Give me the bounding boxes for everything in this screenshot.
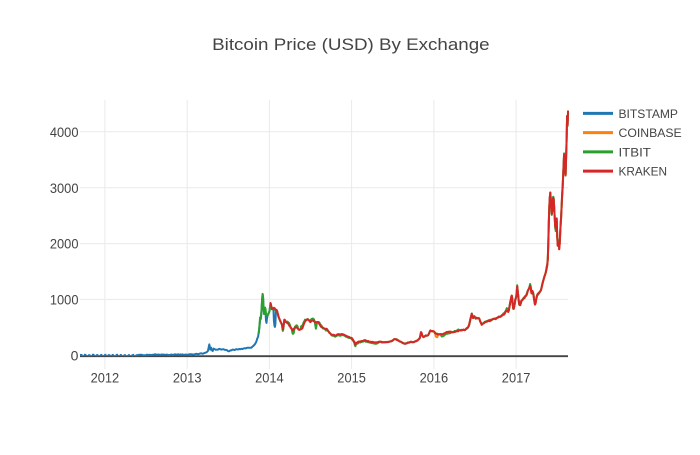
svg-text:2013: 2013 <box>173 370 202 386</box>
svg-text:1000: 1000 <box>50 292 79 308</box>
svg-text:Bitcoin Price (USD) By Exchang: Bitcoin Price (USD) By Exchange <box>212 35 490 54</box>
svg-text:2000: 2000 <box>50 236 79 252</box>
svg-text:2014: 2014 <box>255 370 284 386</box>
svg-text:3000: 3000 <box>50 180 79 196</box>
svg-text:2012: 2012 <box>91 370 120 386</box>
svg-text:COINBASE: COINBASE <box>619 126 682 140</box>
svg-text:4000: 4000 <box>50 124 79 140</box>
svg-text:BITSTAMP: BITSTAMP <box>619 107 679 121</box>
svg-text:2017: 2017 <box>502 370 531 386</box>
svg-text:KRAKEN: KRAKEN <box>619 165 668 179</box>
svg-text:ITBIT: ITBIT <box>619 145 652 159</box>
svg-text:0: 0 <box>71 347 79 363</box>
svg-text:2016: 2016 <box>420 370 449 386</box>
svg-text:2015: 2015 <box>337 370 366 386</box>
